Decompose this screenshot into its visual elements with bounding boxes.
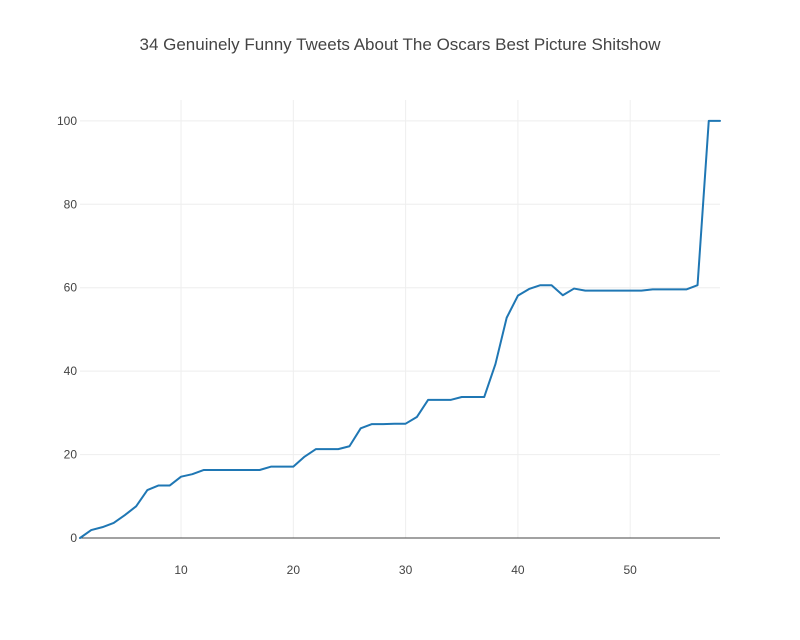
- x-tick-label: 40: [511, 563, 525, 577]
- grid-lines: [80, 100, 720, 539]
- y-tick-label: 60: [64, 281, 78, 295]
- chart-title: 34 Genuinely Funny Tweets About The Osca…: [140, 35, 662, 54]
- x-tick-label: 20: [287, 563, 301, 577]
- y-tick-label: 0: [70, 531, 77, 545]
- y-tick-label: 100: [57, 114, 77, 128]
- y-axis: 0 20 40 60 80 100: [57, 114, 77, 545]
- y-tick-label: 20: [64, 448, 78, 462]
- x-tick-label: 50: [623, 563, 637, 577]
- x-axis: 10 20 30 40 50: [174, 563, 637, 577]
- series-line-0: [79, 119, 721, 539]
- y-tick-label: 80: [64, 197, 78, 211]
- x-tick-label: 30: [399, 563, 413, 577]
- series-layer: [79, 119, 721, 539]
- x-tick-label: 10: [174, 563, 188, 577]
- y-tick-label: 40: [64, 364, 78, 378]
